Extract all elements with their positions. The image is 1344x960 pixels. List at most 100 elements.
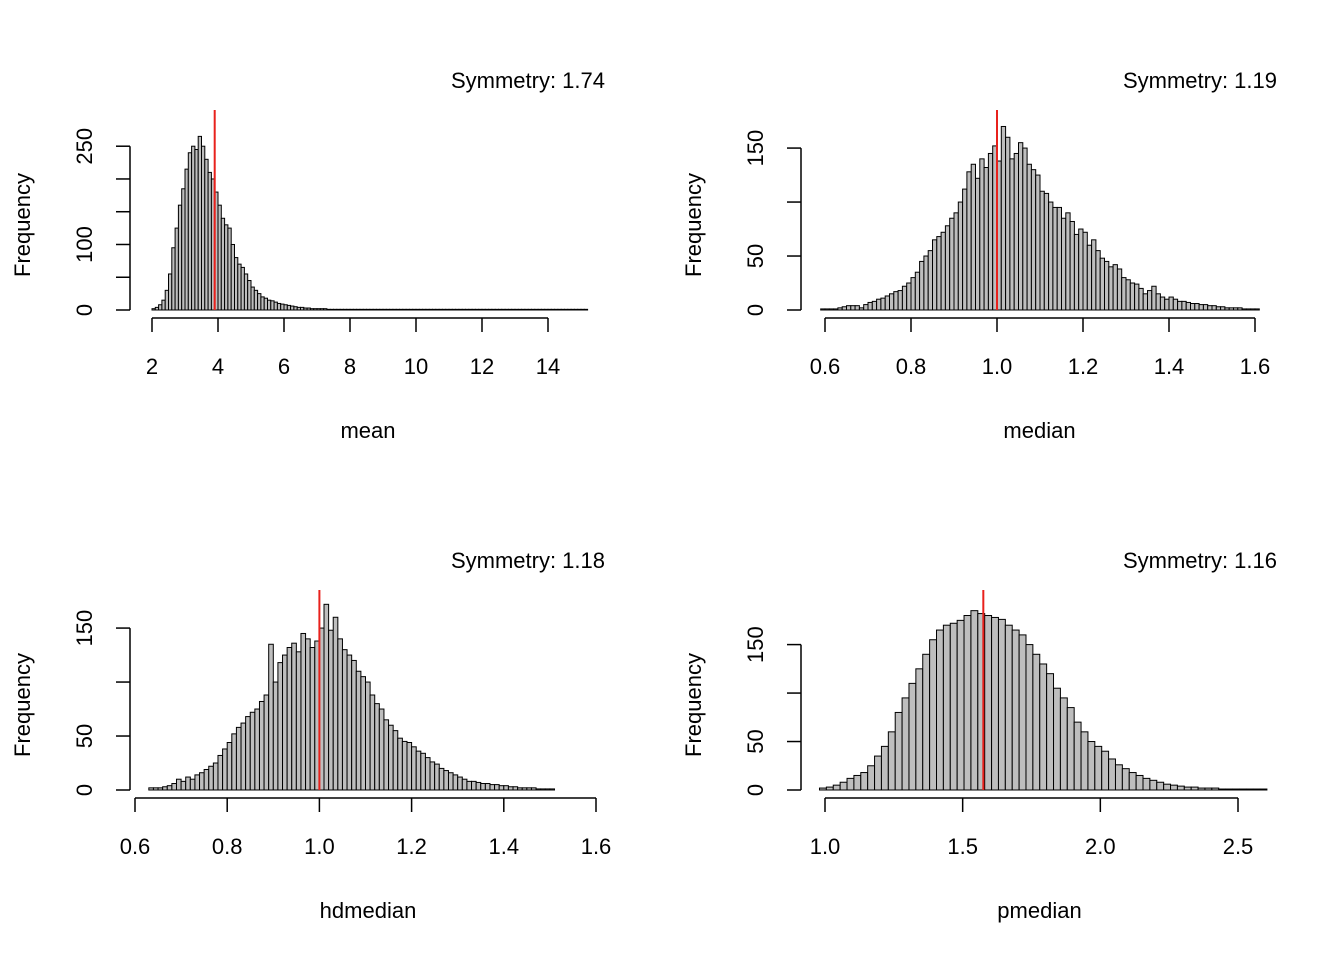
histogram-bar (162, 786, 168, 791)
histogram-bar (512, 786, 519, 791)
histogram-bar (818, 787, 827, 791)
histogram-bar (867, 301, 873, 311)
histogram-bar (309, 647, 316, 791)
histogram-bar (1197, 787, 1206, 791)
histogram-bar (1035, 174, 1041, 311)
x-tick-label: 14 (536, 354, 560, 379)
histogram-bar (893, 291, 899, 311)
histogram-bar (475, 781, 482, 791)
histogram-bar (258, 700, 265, 791)
histogram-bar (975, 177, 981, 311)
histogram-bar (846, 777, 855, 791)
histogram-bar (1254, 308, 1260, 311)
histogram-bar (286, 647, 293, 791)
histogram-bar (374, 703, 380, 791)
histogram-bar (1194, 303, 1200, 311)
histogram-bar (1116, 268, 1123, 311)
y-tick-label: 50 (743, 729, 768, 753)
x-axis-label: pmedian (997, 898, 1081, 923)
histogram-bar (360, 676, 367, 791)
histogram-bar (341, 649, 348, 791)
histogram-bar (1151, 285, 1157, 311)
histogram-bar (466, 780, 473, 791)
histogram-bar (452, 774, 459, 791)
histogram-bar (1080, 731, 1089, 791)
histogram-bar (1241, 308, 1247, 311)
histogram-bar (305, 638, 311, 791)
histogram-bar (1056, 206, 1062, 311)
histogram-bar (932, 239, 938, 311)
histogram-bar (944, 225, 951, 311)
histogram-bar (272, 681, 279, 791)
histogram-bar (254, 708, 260, 791)
histogram-bar (1129, 282, 1136, 311)
y-tick-label: 0 (743, 784, 768, 796)
histogram-bar (583, 308, 589, 311)
histogram-bar (199, 772, 205, 791)
histogram-bar (824, 308, 830, 311)
x-tick-label: 0.8 (212, 834, 243, 859)
histogram-bar (1170, 784, 1178, 791)
histogram-bar (1030, 169, 1037, 311)
histogram-bar (235, 726, 242, 791)
histogram-bar (401, 740, 408, 791)
histogram-bar (277, 662, 284, 791)
chart-title: Symmetry: 1.19 (1123, 68, 1277, 93)
histogram-bars (818, 610, 1268, 791)
histogram-bar (1224, 307, 1230, 311)
histogram-bar (1225, 788, 1233, 791)
histogram-bar (1259, 788, 1268, 791)
histogram-bar (876, 298, 882, 311)
histogram-bar (956, 619, 965, 791)
histogram-bar (540, 788, 546, 791)
x-tick-label: 1.0 (810, 834, 841, 859)
histogram-bar (369, 694, 376, 791)
histogram-bar (1069, 220, 1075, 311)
histogram-bar (378, 708, 385, 791)
histogram-bar (1032, 653, 1041, 791)
histogram-bar (1009, 158, 1015, 311)
x-tick-label: 1.0 (304, 834, 335, 859)
histogram-bar (457, 776, 463, 791)
histogram-bar (328, 629, 334, 791)
histogram-bar (1091, 239, 1097, 311)
histogram-bar (1128, 772, 1137, 791)
histogram-bar (936, 629, 944, 791)
histogram-bar (984, 615, 993, 791)
histogram-bar (1000, 125, 1007, 311)
histogram-bar (157, 787, 164, 791)
histogram-bar (189, 778, 196, 791)
histogram-bar (854, 305, 860, 311)
x-tick-label: 1.2 (396, 834, 427, 859)
histogram-bar (820, 308, 826, 311)
histogram-bar (963, 615, 972, 791)
x-tick-label: 4 (212, 354, 224, 379)
histogram-bar (1073, 721, 1082, 791)
histogram-bar (1004, 624, 1013, 791)
histogram-bar (203, 768, 210, 791)
histogram-bar (1156, 781, 1165, 791)
histogram-bar (953, 212, 959, 311)
histogram-bar (1114, 764, 1123, 791)
histogram-bar (1237, 307, 1243, 311)
histogram-bar (962, 188, 968, 311)
histogram-bar (1025, 644, 1034, 791)
y-tick-label: 250 (72, 128, 97, 165)
histogram-bar (194, 774, 201, 791)
histogram-bar (1190, 303, 1196, 311)
histogram-bar (1204, 787, 1213, 791)
histogram-bar (853, 774, 862, 791)
histogram-bar (1228, 307, 1234, 311)
histogram-bar (908, 682, 917, 791)
histogram-bar (1061, 217, 1067, 311)
histogram-bar (889, 293, 895, 311)
x-tick-label: 2.5 (1223, 834, 1254, 859)
histogram-bar (894, 711, 903, 791)
histogram-bar (1211, 787, 1220, 791)
histogram-bar (397, 737, 403, 791)
histogram-bar (1211, 305, 1217, 311)
histogram-bar (1087, 741, 1096, 791)
histogram-bar (323, 603, 330, 791)
x-axis-label: mean (340, 418, 395, 443)
histogram-bar (300, 632, 307, 791)
